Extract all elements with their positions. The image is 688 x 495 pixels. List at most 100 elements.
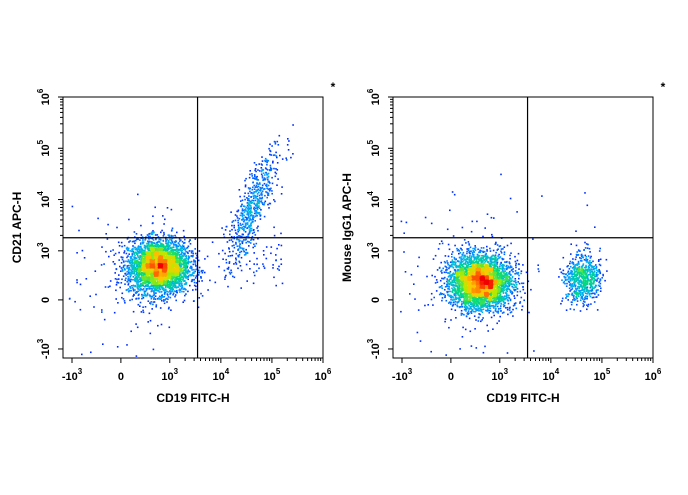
event-dot xyxy=(563,270,565,272)
event-dot xyxy=(166,257,168,259)
event-dot xyxy=(235,258,237,260)
event-dot xyxy=(143,270,145,272)
event-dot xyxy=(255,189,257,191)
event-dot xyxy=(449,210,451,212)
event-dot xyxy=(227,241,229,243)
event-dot xyxy=(443,294,445,296)
event-dot xyxy=(167,282,169,284)
event-dot xyxy=(437,281,439,283)
event-dot xyxy=(265,201,267,203)
event-dot xyxy=(250,202,252,204)
event-dot xyxy=(232,245,234,247)
event-dot xyxy=(484,346,486,348)
event-dot xyxy=(601,277,603,279)
event-dot xyxy=(250,213,252,215)
event-dot xyxy=(462,336,464,338)
event-dot xyxy=(236,253,238,255)
event-dot xyxy=(481,319,483,321)
event-dot xyxy=(163,245,165,247)
event-dot xyxy=(497,306,499,308)
event-dot xyxy=(433,297,435,299)
event-dot xyxy=(269,144,271,146)
event-dot xyxy=(252,187,254,189)
event-dot xyxy=(275,176,277,178)
y-tick-label: 106 xyxy=(36,88,52,105)
event-dot xyxy=(515,273,517,275)
event-dot xyxy=(129,269,131,271)
event-dot xyxy=(264,195,266,197)
event-dot xyxy=(252,247,254,249)
event-dot xyxy=(172,235,174,237)
event-dot xyxy=(464,239,466,241)
event-dot xyxy=(465,242,467,244)
event-dot xyxy=(131,269,133,271)
event-dot xyxy=(177,273,179,275)
event-dot xyxy=(598,259,600,261)
event-dot xyxy=(243,230,245,232)
event-dot xyxy=(114,361,116,363)
event-dot xyxy=(456,248,458,250)
event-dot xyxy=(182,261,184,263)
event-dot xyxy=(183,288,185,290)
event-dot xyxy=(584,192,586,194)
event-dot xyxy=(190,274,192,276)
event-dot xyxy=(281,193,283,195)
event-dot xyxy=(451,253,453,255)
event-dot xyxy=(235,214,237,216)
event-dot xyxy=(465,329,467,331)
event-dot xyxy=(477,249,479,251)
event-dot xyxy=(452,304,454,306)
event-dot xyxy=(123,275,125,277)
event-dot xyxy=(242,210,244,212)
event-dot xyxy=(272,162,274,164)
event-dot xyxy=(134,243,136,245)
event-dot xyxy=(150,301,152,303)
event-dot xyxy=(139,257,141,259)
event-dot xyxy=(165,278,167,280)
event-dot xyxy=(155,267,157,269)
event-dot xyxy=(446,260,448,262)
event-dot xyxy=(193,269,195,271)
event-dot xyxy=(158,263,160,265)
event-dot xyxy=(128,284,130,286)
event-dot xyxy=(447,262,449,264)
event-dot xyxy=(450,271,452,273)
event-dot xyxy=(244,209,246,211)
event-dot xyxy=(265,158,267,160)
event-dot xyxy=(496,323,498,325)
event-dot xyxy=(570,308,572,310)
event-dot xyxy=(259,190,261,192)
event-dot xyxy=(254,275,256,277)
event-dot xyxy=(247,241,249,243)
event-dot xyxy=(523,289,525,291)
x-tick-label: 0 xyxy=(118,371,124,383)
event-dot xyxy=(181,281,183,283)
event-dot xyxy=(163,223,165,225)
event-dot xyxy=(271,190,273,192)
event-dot xyxy=(134,271,136,273)
event-dot xyxy=(157,253,159,255)
event-dot xyxy=(136,291,138,293)
event-dot xyxy=(164,253,166,255)
event-dot xyxy=(121,257,123,259)
event-dot xyxy=(108,286,110,288)
event-dot xyxy=(281,263,283,265)
event-dot xyxy=(189,285,191,287)
event-dot xyxy=(253,229,255,231)
event-dot xyxy=(600,290,602,292)
event-dot xyxy=(235,230,237,232)
event-dot xyxy=(169,239,171,241)
event-dot xyxy=(166,273,168,275)
event-dot xyxy=(239,254,241,256)
event-dot xyxy=(148,300,150,302)
event-dot xyxy=(418,309,420,311)
event-dot xyxy=(245,186,247,188)
event-dot xyxy=(474,245,476,247)
event-dot xyxy=(142,306,144,308)
event-dot xyxy=(76,279,78,281)
event-dot xyxy=(266,197,268,199)
event-dot xyxy=(510,312,512,314)
event-dot xyxy=(159,247,161,249)
event-dot xyxy=(195,269,197,271)
event-dot xyxy=(142,264,144,266)
